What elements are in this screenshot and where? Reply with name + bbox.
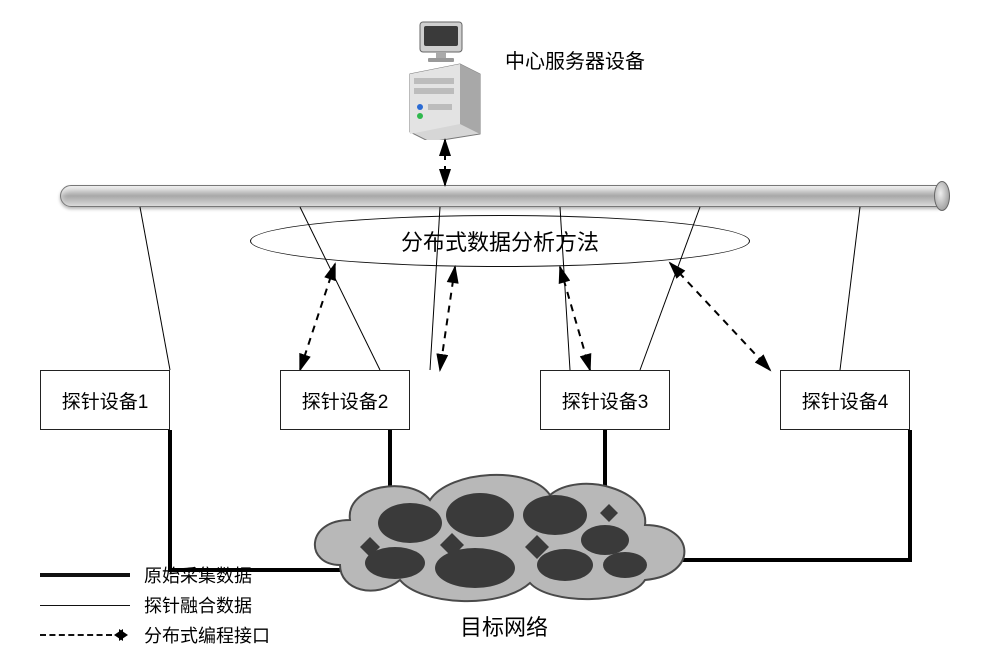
probe-device-3: 探针设备3 — [540, 370, 670, 430]
legend-label: 探针融合数据 — [144, 592, 252, 618]
legend-row-raw: 原始采集数据 — [40, 560, 270, 590]
target-network-cloud — [300, 465, 700, 605]
probe-device-2: 探针设备2 — [280, 370, 410, 430]
probe-label: 探针设备1 — [62, 387, 149, 414]
legend-row-interface: 分布式编程接口 — [40, 620, 270, 650]
legend-label: 分布式编程接口 — [144, 622, 270, 648]
legend-swatch-thin-icon — [40, 605, 130, 606]
legend-swatch-thick-icon — [40, 573, 130, 577]
probe-label: 探针设备3 — [562, 387, 649, 414]
probe-device-1: 探针设备1 — [40, 370, 170, 430]
probe-label: 探针设备2 — [302, 387, 389, 414]
probe-device-4: 探针设备4 — [780, 370, 910, 430]
probe-label: 探针设备4 — [802, 387, 889, 414]
legend-swatch-dash-icon — [40, 629, 130, 641]
legend-row-fusion: 探针融合数据 — [40, 590, 270, 620]
legend-label: 原始采集数据 — [144, 562, 252, 588]
target-network-label: 目标网络 — [460, 610, 548, 642]
legend: 原始采集数据 探针融合数据 分布式编程接口 — [40, 560, 270, 650]
